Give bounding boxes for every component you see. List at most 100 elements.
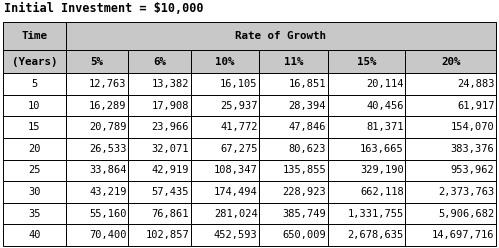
Text: 281,024: 281,024 [214, 209, 257, 219]
Text: 6%: 6% [153, 57, 166, 67]
Text: 5,906,682: 5,906,682 [438, 209, 495, 219]
Text: 10%: 10% [215, 57, 235, 67]
Bar [65, 160, 128, 181]
Bar [405, 138, 496, 160]
Text: 650,009: 650,009 [282, 230, 326, 240]
Text: 61,917: 61,917 [457, 101, 495, 111]
Bar [328, 160, 405, 181]
Text: 11%: 11% [283, 57, 303, 67]
Bar [259, 95, 328, 117]
Text: 23,966: 23,966 [152, 122, 189, 132]
Bar [405, 50, 496, 73]
Bar [259, 224, 328, 246]
Text: 5%: 5% [90, 57, 103, 67]
Bar [128, 73, 191, 95]
Bar [328, 73, 405, 95]
Bar [128, 50, 191, 73]
Text: 41,772: 41,772 [220, 122, 257, 132]
Bar [128, 160, 191, 181]
Text: 228,923: 228,923 [282, 187, 326, 197]
Text: 329,190: 329,190 [360, 165, 404, 175]
Text: 20,114: 20,114 [366, 79, 404, 89]
Text: 154,070: 154,070 [451, 122, 495, 132]
Bar [3, 50, 65, 73]
Text: 32,071: 32,071 [152, 144, 189, 154]
Text: 24,883: 24,883 [457, 79, 495, 89]
Text: 16,851: 16,851 [288, 79, 326, 89]
Text: Rate of Growth: Rate of Growth [235, 31, 326, 41]
Text: 10: 10 [28, 101, 40, 111]
Bar [191, 95, 259, 117]
Bar [259, 181, 328, 203]
Text: 33,864: 33,864 [89, 165, 127, 175]
Bar [405, 160, 496, 181]
Bar [191, 160, 259, 181]
Text: 13,382: 13,382 [152, 79, 189, 89]
Bar [3, 224, 65, 246]
Text: 135,855: 135,855 [282, 165, 326, 175]
Text: 385,749: 385,749 [282, 209, 326, 219]
Text: 15: 15 [28, 122, 40, 132]
Text: 67,275: 67,275 [220, 144, 257, 154]
Bar [328, 181, 405, 203]
Bar [3, 138, 65, 160]
Bar [128, 203, 191, 224]
Text: 28,394: 28,394 [288, 101, 326, 111]
Bar [191, 181, 259, 203]
Bar [191, 224, 259, 246]
Bar [3, 117, 65, 138]
Text: 16,289: 16,289 [89, 101, 127, 111]
Bar [65, 95, 128, 117]
Bar [3, 160, 65, 181]
Bar [65, 117, 128, 138]
Text: 81,371: 81,371 [366, 122, 404, 132]
Text: 108,347: 108,347 [214, 165, 257, 175]
Bar [405, 117, 496, 138]
Bar [128, 224, 191, 246]
Bar [128, 117, 191, 138]
Bar [3, 95, 65, 117]
Bar [405, 224, 496, 246]
Bar [259, 203, 328, 224]
Text: 452,593: 452,593 [214, 230, 257, 240]
Text: 20,789: 20,789 [89, 122, 127, 132]
Text: 25,937: 25,937 [220, 101, 257, 111]
Text: 16,105: 16,105 [220, 79, 257, 89]
Bar [259, 138, 328, 160]
Text: Initial Investment = $10,000: Initial Investment = $10,000 [4, 2, 204, 15]
Text: 12,763: 12,763 [89, 79, 127, 89]
Bar [191, 203, 259, 224]
Bar [65, 22, 496, 50]
Bar [259, 160, 328, 181]
Bar [405, 95, 496, 117]
Text: 40,456: 40,456 [366, 101, 404, 111]
Bar [65, 203, 128, 224]
Text: 174,494: 174,494 [214, 187, 257, 197]
Bar [128, 95, 191, 117]
Bar [3, 22, 65, 50]
Bar [328, 117, 405, 138]
Text: 20%: 20% [441, 57, 461, 67]
Text: 26,533: 26,533 [89, 144, 127, 154]
Bar [65, 50, 128, 73]
Bar [3, 73, 65, 95]
Bar [259, 73, 328, 95]
Bar [191, 138, 259, 160]
Bar [191, 117, 259, 138]
Text: Time: Time [21, 31, 47, 41]
Text: 2,678,635: 2,678,635 [347, 230, 404, 240]
Text: 383,376: 383,376 [451, 144, 495, 154]
Text: 55,160: 55,160 [89, 209, 127, 219]
Bar [328, 203, 405, 224]
Text: 70,400: 70,400 [89, 230, 127, 240]
Bar [3, 181, 65, 203]
Bar [65, 73, 128, 95]
Bar [65, 224, 128, 246]
Text: 35: 35 [28, 209, 40, 219]
Bar [3, 203, 65, 224]
Text: 102,857: 102,857 [145, 230, 189, 240]
Text: 20: 20 [28, 144, 40, 154]
Bar [328, 224, 405, 246]
Text: 80,623: 80,623 [288, 144, 326, 154]
Text: 17,908: 17,908 [152, 101, 189, 111]
